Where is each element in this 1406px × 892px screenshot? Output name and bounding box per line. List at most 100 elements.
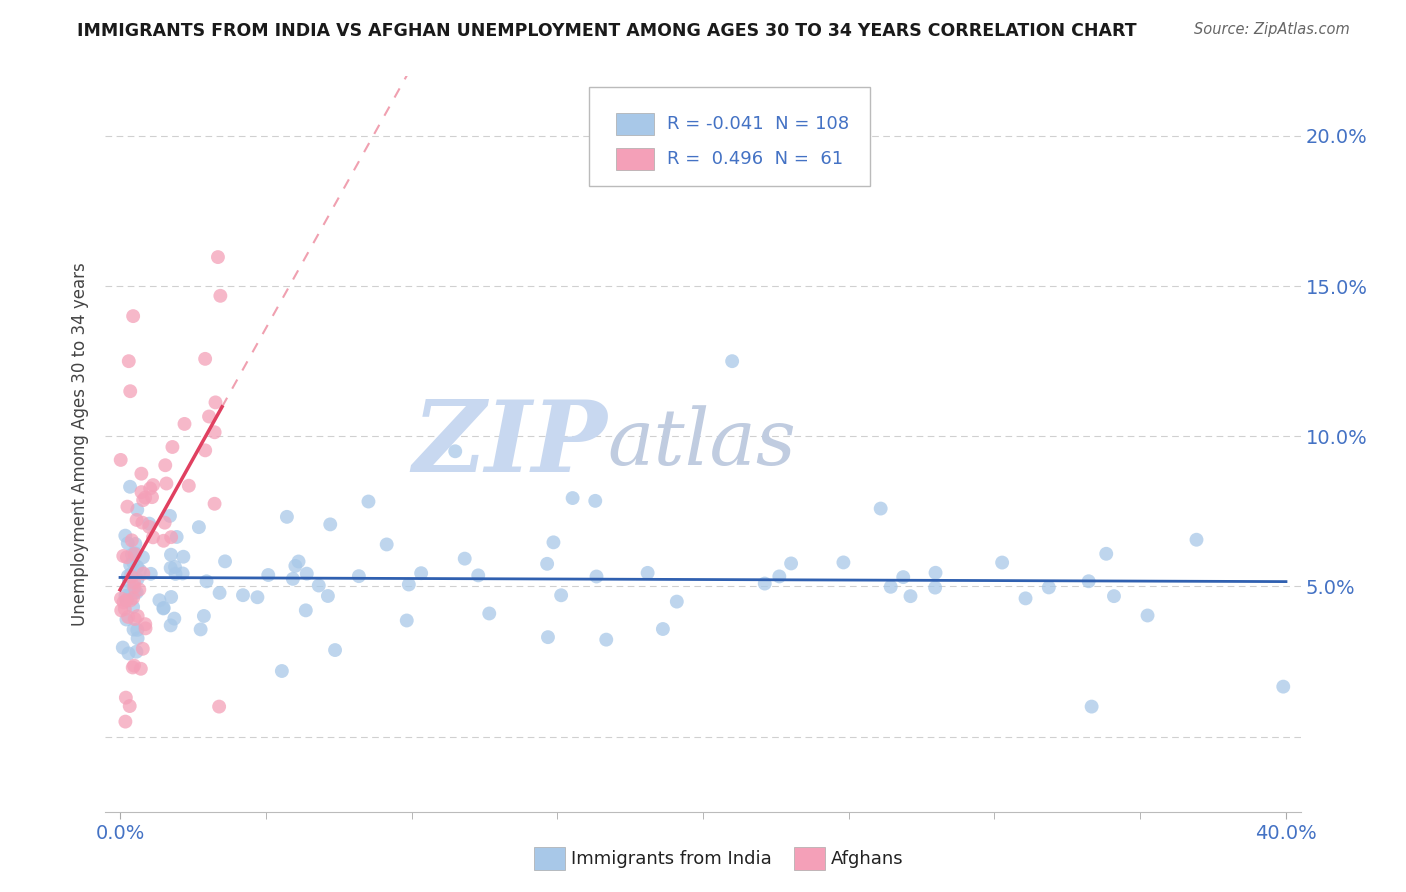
Point	[127, 632, 149, 646]
FancyBboxPatch shape	[616, 113, 654, 136]
Point	[134, 491, 156, 505]
Point	[132, 550, 155, 565]
Point	[134, 621, 156, 635]
Point	[204, 425, 226, 440]
Point	[134, 617, 156, 632]
Point	[214, 554, 236, 568]
Point	[128, 582, 150, 597]
Point	[204, 497, 226, 511]
Point	[131, 467, 153, 481]
Point	[114, 528, 136, 542]
Point	[124, 546, 146, 560]
Point	[172, 549, 194, 564]
Point	[172, 566, 194, 581]
Point	[118, 480, 141, 494]
Point	[1077, 574, 1099, 589]
Point	[754, 576, 776, 591]
Point	[127, 572, 149, 586]
Point	[127, 609, 149, 624]
Point	[127, 623, 149, 637]
Point	[155, 476, 177, 491]
Point	[115, 690, 138, 705]
Text: ZIP: ZIP	[412, 395, 607, 492]
Point	[115, 593, 138, 607]
Point	[118, 354, 141, 368]
Point	[924, 566, 946, 580]
Point	[112, 595, 135, 609]
Point	[138, 516, 160, 531]
Point	[543, 535, 565, 549]
Text: R = -0.041  N = 108: R = -0.041 N = 108	[666, 115, 849, 134]
Point	[125, 585, 148, 599]
Point	[869, 501, 891, 516]
Point	[159, 618, 181, 632]
Point	[122, 599, 145, 614]
Point	[585, 569, 607, 583]
Point	[1102, 589, 1125, 603]
Point	[550, 588, 572, 602]
Point	[208, 586, 231, 600]
Point	[117, 500, 139, 514]
Point	[129, 662, 152, 676]
Point	[319, 517, 342, 532]
Point	[637, 566, 659, 580]
Point	[120, 566, 142, 581]
Point	[1080, 699, 1102, 714]
Point	[121, 660, 143, 674]
Point	[111, 640, 134, 655]
Point	[124, 580, 146, 594]
Point	[132, 493, 155, 508]
Point	[595, 632, 617, 647]
Point	[142, 530, 165, 544]
Point	[122, 591, 145, 605]
Point	[124, 537, 146, 551]
Point	[583, 493, 606, 508]
Point	[110, 603, 132, 617]
Point	[159, 508, 181, 523]
Point	[132, 566, 155, 581]
Point	[924, 581, 946, 595]
Point	[991, 556, 1014, 570]
Point	[152, 600, 174, 615]
Point	[295, 566, 318, 581]
Point	[127, 559, 149, 574]
Point	[193, 609, 215, 624]
Point	[357, 494, 380, 508]
Point	[122, 658, 145, 673]
Point	[281, 572, 304, 586]
Point	[125, 645, 148, 659]
Point	[118, 583, 141, 598]
Point	[139, 482, 162, 496]
Point	[117, 647, 139, 661]
Point	[891, 570, 914, 584]
Point	[1185, 533, 1208, 547]
Point	[1272, 680, 1295, 694]
Point	[665, 594, 688, 608]
Point	[131, 485, 153, 500]
Text: Immigrants from India: Immigrants from India	[571, 850, 772, 868]
Point	[165, 566, 187, 581]
Point	[121, 570, 143, 584]
Point	[395, 614, 418, 628]
Point	[1136, 608, 1159, 623]
Point	[110, 453, 132, 467]
Point	[163, 611, 186, 625]
Text: IMMIGRANTS FROM INDIA VS AFGHAN UNEMPLOYMENT AMONG AGES 30 TO 34 YEARS CORRELATI: IMMIGRANTS FROM INDIA VS AFGHAN UNEMPLOY…	[77, 22, 1137, 40]
Point	[132, 641, 155, 656]
Point	[121, 533, 143, 548]
Point	[195, 574, 218, 589]
Point	[177, 479, 200, 493]
Point	[152, 601, 174, 615]
Point	[117, 610, 139, 624]
Point	[270, 664, 292, 678]
Point	[444, 444, 467, 458]
Point	[118, 699, 141, 714]
Point	[159, 561, 181, 575]
Point	[114, 602, 136, 616]
Point	[398, 577, 420, 591]
Point	[122, 309, 145, 323]
Point	[454, 551, 477, 566]
Point	[536, 557, 558, 571]
Point	[780, 557, 803, 571]
Point	[561, 491, 583, 505]
